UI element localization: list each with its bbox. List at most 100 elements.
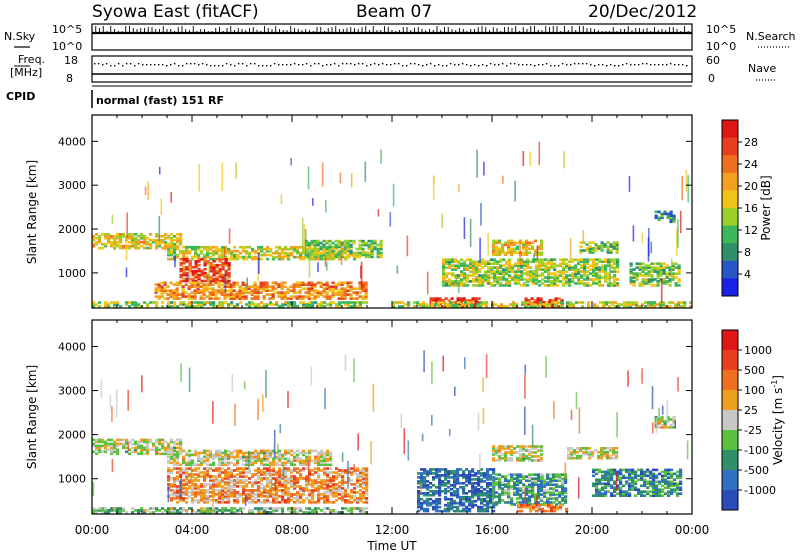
heatmap-cell xyxy=(170,489,174,492)
heatmap-cell xyxy=(349,285,353,288)
heatmap-cell xyxy=(224,495,228,498)
heatmap-cell xyxy=(644,266,648,269)
heatmap-cell xyxy=(668,274,672,277)
heatmap-cell xyxy=(158,242,162,246)
heatmap-cell xyxy=(227,265,231,269)
heatmap-cell xyxy=(359,479,363,482)
heatmap-cell xyxy=(214,289,218,292)
heatmap-cell xyxy=(513,241,517,245)
heatmap-cell xyxy=(489,505,493,509)
heatmap-cell xyxy=(173,301,177,304)
heatmap-cell xyxy=(478,280,482,283)
heatmap-cell xyxy=(528,485,532,488)
heatmap-cell xyxy=(305,451,309,455)
heatmap-cell xyxy=(606,241,610,244)
heatmap-cell xyxy=(568,274,572,277)
heatmap-cell xyxy=(316,293,320,296)
heatmap-cell xyxy=(311,481,315,484)
heatmap-cell xyxy=(275,245,279,249)
heatmap-cell xyxy=(226,289,230,292)
heatmap-cell xyxy=(292,285,296,288)
heatmap-cell xyxy=(528,499,532,502)
heatmap-cell xyxy=(332,495,336,498)
heatmap-cell xyxy=(248,301,252,304)
heatmap-cell xyxy=(194,271,198,275)
nave-point xyxy=(426,64,428,66)
heatmap-cell xyxy=(432,492,436,495)
heatmap-cell xyxy=(203,499,207,502)
heatmap-cell xyxy=(194,253,198,257)
heatmap-cell xyxy=(355,247,359,251)
heatmap-cell xyxy=(230,489,234,492)
y-tick-label: 2000 xyxy=(58,223,86,236)
heatmap-cell xyxy=(463,278,467,281)
heatmap-cell xyxy=(314,489,318,492)
heatmap-cell xyxy=(519,473,523,476)
heatmap-cell xyxy=(188,301,192,304)
heatmap-cell xyxy=(311,305,315,308)
heatmap-cell xyxy=(275,249,279,253)
heatmap-cell xyxy=(299,461,303,465)
heatmap-cell xyxy=(499,284,503,287)
heatmap-streak xyxy=(433,175,435,185)
heatmap-cell xyxy=(508,260,512,263)
heatmap-cell xyxy=(426,486,430,489)
heatmap-cell xyxy=(478,260,482,263)
heatmap-cell xyxy=(364,289,368,292)
heatmap-cell xyxy=(528,247,532,251)
heatmap-cell xyxy=(281,491,285,494)
heatmap-cell xyxy=(455,303,459,306)
heatmap-cell xyxy=(326,499,330,502)
heatmap-cell xyxy=(365,469,369,472)
heatmap-cell xyxy=(331,249,335,253)
heatmap-cell xyxy=(245,479,249,482)
heatmap-cell xyxy=(269,463,273,467)
heatmap-cell xyxy=(607,264,611,267)
heatmap-cell xyxy=(206,277,210,281)
heatmap-cell xyxy=(551,301,555,304)
heatmap-cell xyxy=(296,481,300,484)
heatmap-cell xyxy=(656,303,660,306)
heatmap-cell xyxy=(110,442,114,446)
heatmap-cell xyxy=(586,266,590,269)
heatmap-cell xyxy=(325,253,329,257)
heatmap-cell xyxy=(266,489,270,492)
heatmap-cell xyxy=(598,268,602,271)
heatmap-cell xyxy=(426,484,430,487)
heatmap-cell xyxy=(515,303,519,306)
heatmap-cell xyxy=(350,479,354,482)
heatmap-cell xyxy=(489,490,493,493)
heatmap-cell xyxy=(565,280,569,283)
heatmap-cell xyxy=(604,278,608,281)
nave-point xyxy=(430,63,432,65)
heatmap-cell xyxy=(172,289,176,292)
heatmap-cell xyxy=(212,481,216,484)
nave-point xyxy=(670,63,672,65)
heatmap-cell xyxy=(316,251,320,255)
heatmap-cell xyxy=(104,233,108,236)
heatmap-cell xyxy=(188,507,192,510)
heatmap-cell xyxy=(595,264,599,267)
heatmap-cell xyxy=(227,251,231,255)
heatmap-cell xyxy=(322,289,326,292)
heatmap-cell xyxy=(188,461,192,465)
heatmap-cell xyxy=(311,493,315,496)
heatmap-cell xyxy=(526,278,530,281)
heatmap-cell xyxy=(227,263,231,267)
heatmap-cell xyxy=(167,444,171,448)
heatmap-cell xyxy=(528,489,532,492)
heatmap-cell xyxy=(662,280,666,283)
heatmap-cell xyxy=(275,301,279,304)
heatmap-cell xyxy=(355,297,359,300)
nave-point xyxy=(354,64,356,66)
heatmap-cell xyxy=(251,495,255,498)
heatmap-cell xyxy=(465,476,469,479)
heatmap-cell xyxy=(460,284,464,287)
heatmap-cell xyxy=(508,276,512,279)
heatmap-cell xyxy=(513,487,517,490)
heatmap-cell xyxy=(290,469,294,472)
heatmap-cell xyxy=(263,451,267,455)
heatmap-cell xyxy=(344,471,348,474)
heatmap-cell xyxy=(531,245,535,249)
heatmap-cell xyxy=(257,303,261,306)
